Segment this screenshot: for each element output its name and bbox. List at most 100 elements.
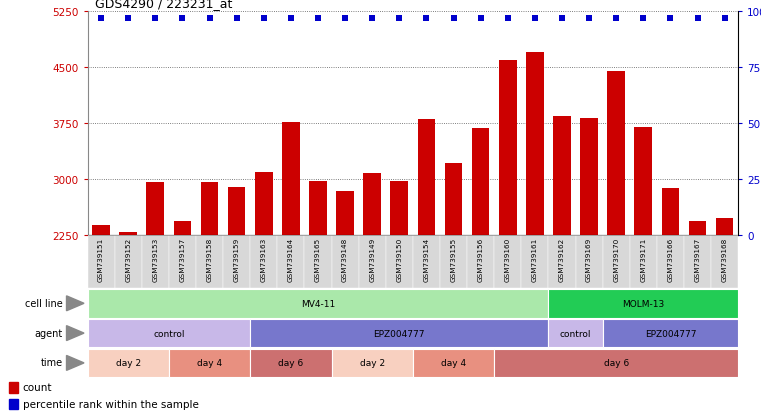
Text: GSM739165: GSM739165 <box>315 237 321 281</box>
Text: MV4-11: MV4-11 <box>301 299 335 308</box>
Bar <box>580 119 598 235</box>
Bar <box>630 235 657 289</box>
Bar <box>603 235 630 289</box>
Point <box>529 16 541 22</box>
Bar <box>169 349 250 377</box>
Text: GSM739161: GSM739161 <box>532 237 538 281</box>
Text: GSM739159: GSM739159 <box>234 237 240 281</box>
Polygon shape <box>66 296 84 311</box>
Text: day 6: day 6 <box>279 358 304 368</box>
Bar <box>521 235 549 289</box>
Bar <box>250 319 549 348</box>
Bar <box>711 235 738 289</box>
Bar <box>223 235 250 289</box>
Point <box>231 16 243 22</box>
Bar <box>336 191 354 235</box>
Bar <box>412 349 494 377</box>
Text: GDS4290 / 223231_at: GDS4290 / 223231_at <box>95 0 233 10</box>
Bar <box>607 72 625 235</box>
Text: EPZ004777: EPZ004777 <box>645 329 696 338</box>
Point <box>420 16 432 22</box>
Point <box>718 16 731 22</box>
Point <box>285 16 297 22</box>
Point <box>312 16 324 22</box>
Text: day 4: day 4 <box>197 358 222 368</box>
Bar <box>250 235 277 289</box>
Text: GSM739157: GSM739157 <box>180 237 186 281</box>
Point <box>556 16 568 22</box>
Bar <box>92 225 110 235</box>
Text: control: control <box>153 329 185 338</box>
Bar <box>174 222 191 235</box>
Text: cell line: cell line <box>25 298 63 308</box>
Point <box>339 16 351 22</box>
Bar <box>467 235 494 289</box>
Text: control: control <box>560 329 591 338</box>
Bar <box>9 382 18 393</box>
Bar <box>684 235 711 289</box>
Text: day 6: day 6 <box>603 358 629 368</box>
Bar <box>363 173 381 235</box>
Bar <box>603 319 738 348</box>
Bar <box>169 235 196 289</box>
Text: time: time <box>41 357 63 368</box>
Bar <box>119 232 137 235</box>
Point <box>149 16 161 22</box>
Bar <box>444 164 463 235</box>
Bar <box>575 235 603 289</box>
Bar <box>282 123 300 235</box>
Bar <box>661 189 680 235</box>
Bar <box>228 188 246 235</box>
Text: GSM739170: GSM739170 <box>613 237 619 281</box>
Bar <box>255 173 272 235</box>
Bar <box>549 289 738 318</box>
Text: MOLM-13: MOLM-13 <box>622 299 664 308</box>
Text: GSM739152: GSM739152 <box>125 237 131 281</box>
Text: GSM739162: GSM739162 <box>559 237 565 281</box>
Bar <box>358 235 386 289</box>
Text: GSM739153: GSM739153 <box>152 237 158 281</box>
Bar <box>390 182 408 235</box>
Point <box>583 16 595 22</box>
Bar <box>196 235 223 289</box>
Text: GSM739154: GSM739154 <box>423 237 429 281</box>
Bar <box>88 349 169 377</box>
Text: count: count <box>23 382 53 392</box>
Text: GSM739149: GSM739149 <box>369 237 375 281</box>
Text: GSM739163: GSM739163 <box>261 237 267 281</box>
Bar <box>142 235 169 289</box>
Text: percentile rank within the sample: percentile rank within the sample <box>23 399 199 409</box>
Point <box>258 16 270 22</box>
Text: GSM739158: GSM739158 <box>206 237 212 281</box>
Bar <box>494 349 738 377</box>
Text: GSM739148: GSM739148 <box>342 237 348 281</box>
Bar <box>549 319 603 348</box>
Bar <box>88 235 115 289</box>
Text: GSM739169: GSM739169 <box>586 237 592 281</box>
Text: GSM739166: GSM739166 <box>667 237 673 281</box>
Text: GSM739167: GSM739167 <box>695 237 701 281</box>
Bar <box>88 319 250 348</box>
Point <box>203 16 215 22</box>
Bar <box>549 235 575 289</box>
Text: day 4: day 4 <box>441 358 466 368</box>
Bar <box>304 235 332 289</box>
Point <box>664 16 677 22</box>
Text: GSM739168: GSM739168 <box>721 237 728 281</box>
Bar <box>716 218 734 235</box>
Text: GSM739156: GSM739156 <box>478 237 484 281</box>
Bar <box>472 129 489 235</box>
Bar <box>440 235 467 289</box>
Point <box>122 16 134 22</box>
Bar <box>689 222 706 235</box>
Point <box>610 16 622 22</box>
Point <box>692 16 704 22</box>
Bar <box>553 117 571 235</box>
Bar <box>494 235 521 289</box>
Point <box>501 16 514 22</box>
Bar <box>635 127 652 235</box>
Bar <box>386 235 412 289</box>
Bar <box>412 235 440 289</box>
Text: GSM739155: GSM739155 <box>451 237 457 281</box>
Point <box>366 16 378 22</box>
